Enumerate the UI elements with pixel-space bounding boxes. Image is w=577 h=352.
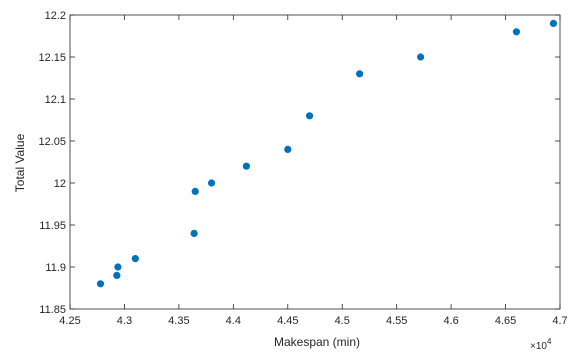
y-tick-labels: 11.85 11.9 11.95 12 12.05 12.1 12.15 12.2: [38, 10, 66, 316]
data-point: [131, 255, 139, 263]
x-tick-label: 4.7: [552, 315, 567, 327]
x-tick-label: 4.45: [277, 315, 298, 327]
y-tick-label: 12.05: [38, 136, 66, 148]
y-tick-label: 12.15: [38, 52, 66, 64]
x-tick-label: 4.55: [386, 315, 407, 327]
data-points: [96, 19, 558, 288]
data-point: [191, 187, 199, 195]
data-point: [96, 280, 105, 288]
data-point: [512, 28, 521, 36]
tick-marks: [69, 14, 561, 310]
x-tick-label: 4.5: [335, 315, 350, 327]
data-point: [305, 112, 314, 120]
data-point: [417, 53, 425, 61]
y-tick-label: 12.2: [45, 10, 66, 22]
x-tick-label: 4.3: [117, 315, 132, 327]
x-tick-label: 4.6: [443, 315, 458, 327]
plot-box: [69, 14, 561, 310]
data-point: [190, 229, 198, 237]
data-point: [113, 271, 121, 279]
data-point: [356, 70, 364, 78]
x-tick-labels: 4.25 4.3 4.35 4.4 4.45 4.5 4.55 4.6 4.65 4.7: [59, 315, 567, 327]
x-exponent-power: 4: [547, 337, 552, 346]
y-tick-label: 12: [54, 178, 66, 190]
data-point: [242, 162, 250, 170]
y-tick-label: 12.1: [45, 94, 66, 106]
axes: [69, 14, 561, 310]
data-point: [549, 19, 558, 27]
x-axis-title: Makespan (min): [274, 335, 360, 349]
y-tick-label: 11.85: [39, 304, 66, 316]
x-tick-label: 4.25: [59, 315, 80, 327]
y-tick-label: 11.95: [39, 220, 66, 232]
x-tick-label: 4.65: [495, 315, 516, 327]
data-point: [284, 145, 292, 153]
data-point: [207, 179, 216, 187]
x-exponent-base: ×10: [530, 341, 547, 352]
x-exponent-label: ×104: [530, 337, 552, 352]
y-tick-label: 11.9: [45, 262, 66, 274]
data-point: [114, 263, 122, 271]
x-tick-label: 4.4: [226, 315, 241, 327]
y-axis-title: Total Value: [13, 133, 27, 192]
x-tick-label: 4.35: [168, 315, 189, 327]
